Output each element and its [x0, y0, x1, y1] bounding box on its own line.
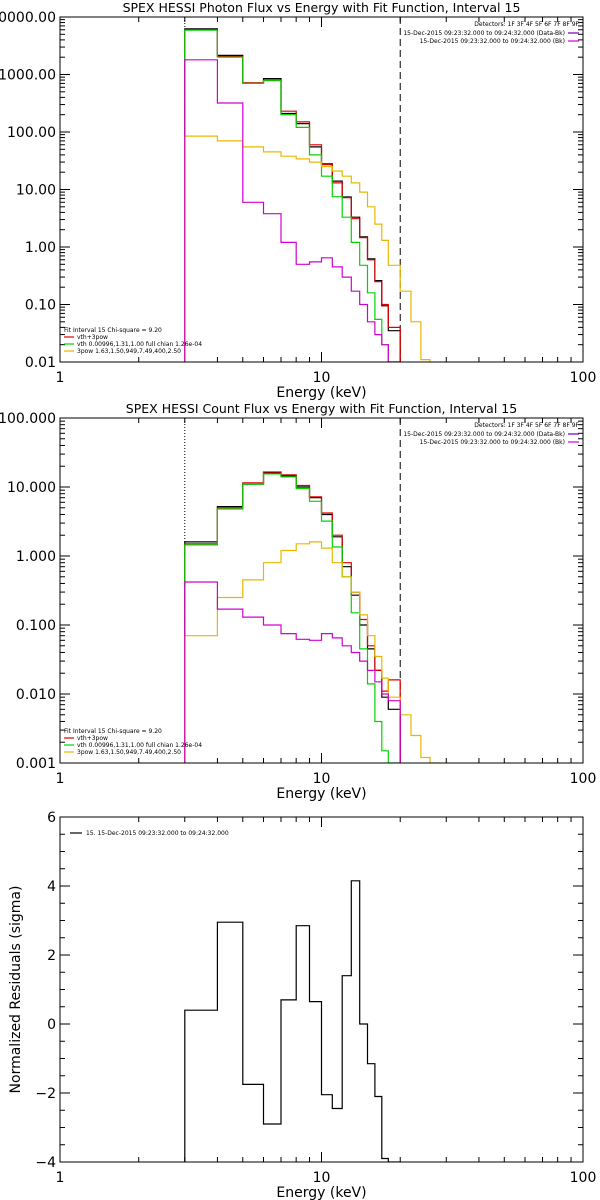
x-tick-label: 100 — [570, 370, 597, 386]
x-tick-label: 100 — [570, 771, 597, 787]
y-tick-label: 4 — [47, 879, 56, 895]
y-tick-label: 1.00 — [25, 240, 56, 256]
y-tick-label: 0.10 — [25, 298, 56, 314]
y-tick-label: −4 — [35, 1155, 56, 1171]
y-tick-label: 0.01 — [25, 355, 56, 371]
y-tick-label: 100.000 — [0, 411, 56, 427]
series-line-bk — [184, 59, 401, 362]
x-tick-label: 10 — [313, 1170, 331, 1186]
fit-legend-label: vth+3pow — [77, 735, 108, 742]
plot-frame — [59, 16, 584, 363]
series-line-15-15-dec-2015-09-23-32-000-to-09-24-32-000 — [184, 880, 401, 1162]
detectors-label: Detectors: 1F 3F 4F 5F 6F 7F 8F 9F — [474, 21, 579, 28]
y-tick-label: 10000.00 — [0, 10, 56, 26]
plot-frame — [59, 417, 584, 764]
series-line-vth-3pow — [184, 29, 401, 362]
series-group — [184, 471, 439, 763]
series-group — [184, 880, 401, 1162]
fit-legend-label: 3pow 1.63,1.50,949,7.49,400,2.50 — [77, 749, 181, 756]
y-tick-label: 100.00 — [7, 125, 56, 141]
y-axis-label: Normalized Residuals (sigma) — [8, 886, 24, 1094]
fit-legend-label: 3pow 1.63,1.50,949,7.49,400,2.50 — [77, 348, 181, 355]
fit-legend-label: vth 0.00996,1.31,1.00 full chian 1.26e-0… — [77, 742, 202, 749]
x-tick-label: 10 — [313, 370, 331, 386]
series-line-vth — [184, 29, 401, 362]
chart-panel-2: SPEX HESSI Count Flux vs Energy with Fit… — [0, 401, 596, 802]
detectors-label: Detectors: 1F 3F 4F 5F 6F 7F 8F 9F — [474, 422, 579, 429]
fit-legend-label: vth 0.00996,1.31,1.00 full chian 1.26e-0… — [77, 341, 202, 348]
series-group — [184, 28, 431, 362]
y-tick-label: 0.010 — [16, 687, 56, 703]
series-line-3pow — [184, 135, 431, 362]
series-line-3pow — [184, 541, 439, 763]
y-tick-label: −2 — [35, 1086, 56, 1102]
residual-legend-label: 15. 15-Dec-2015 09:23:32.000 to 09:24:32… — [86, 830, 229, 837]
x-tick-label: 100 — [570, 1170, 597, 1186]
y-tick-label: 10.00 — [16, 183, 56, 199]
fit-legend-label: vth+3pow — [77, 334, 108, 341]
x-tick-label: 1 — [56, 771, 65, 787]
x-axis-label: Energy (keV) — [276, 1185, 366, 1200]
y-tick-label: 0.100 — [16, 618, 56, 634]
fit-legend-header: Fit Interval 15 Chi-square = 9.20 — [64, 327, 162, 334]
y-tick-label: 1.000 — [16, 549, 56, 565]
x-tick-label: 1 — [56, 1170, 65, 1186]
y-tick-label: 0.001 — [16, 756, 56, 772]
series-line-vth — [184, 473, 401, 763]
time-legend-label: 15-Dec-2015 09:23:32.000 to 09:24:32.000… — [403, 431, 565, 438]
y-tick-label: 10.000 — [7, 480, 56, 496]
time-legend-label: 15-Dec-2015 09:23:32.000 to 09:24:32.000… — [403, 30, 565, 37]
time-legend-label: 15-Dec-2015 09:23:32.000 to 09:24:32.000… — [420, 439, 565, 446]
y-tick-label: 6 — [47, 810, 56, 826]
chart-panel-3: 1 10 100 −4 −2 0 2 4 6 Energy (keV) Normalized Res… — [8, 810, 596, 1200]
x-axis-label: Energy (keV) — [276, 385, 366, 401]
plot-frame — [59, 816, 584, 1163]
y-tick-label: 0 — [47, 1017, 56, 1033]
chart-title: SPEX HESSI Photon Flux vs Energy with Fi… — [123, 0, 521, 15]
x-tick-label: 1 — [56, 370, 65, 386]
chart-title: SPEX HESSI Count Flux vs Energy with Fit… — [126, 401, 517, 416]
y-tick-label: 1000.00 — [0, 68, 56, 84]
fit-legend-header: Fit Interval 15 Chi-square = 9.20 — [64, 728, 162, 735]
y-tick-label: 2 — [47, 948, 56, 964]
time-legend-label: 15-Dec-2015 09:23:32.000 to 09:24:32.000… — [420, 38, 565, 45]
x-axis-label: Energy (keV) — [276, 786, 366, 802]
chart-panel-1: SPEX HESSI Photon Flux vs Energy with Fi… — [0, 0, 596, 401]
series-line-bk — [184, 581, 401, 763]
x-tick-label: 10 — [313, 771, 331, 787]
